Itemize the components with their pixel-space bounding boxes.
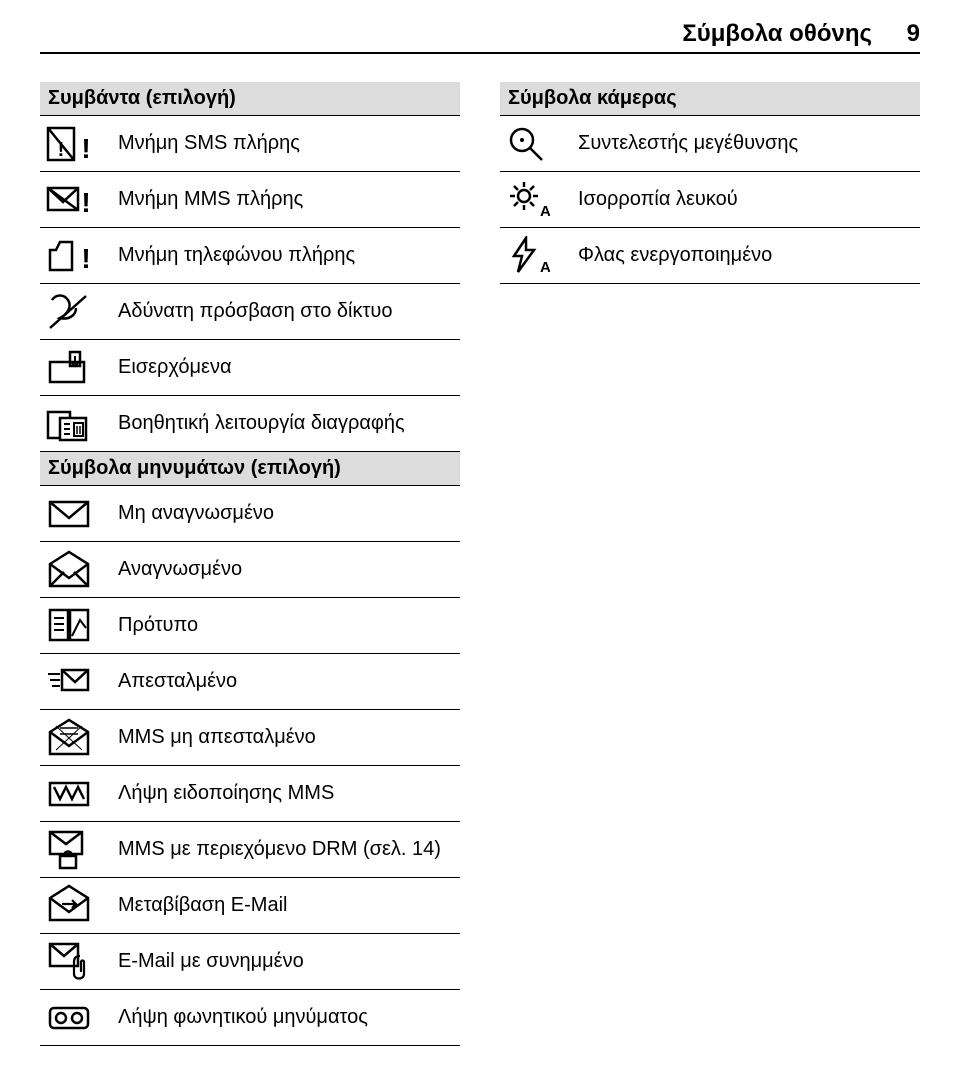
- inbox-icon: [46, 348, 106, 388]
- sent-icon: [46, 664, 106, 700]
- table-row: E-Mail με συνημμένο: [40, 934, 460, 990]
- page-number: 9: [907, 20, 920, 47]
- svg-text:!: !: [81, 133, 90, 164]
- table-row: Λήψη ειδοποίησης MMS: [40, 766, 460, 822]
- row-label: Ισορροπία λευκού: [566, 188, 920, 211]
- row-label: MMS με περιεχόμενο DRM (σελ. 14): [106, 838, 460, 861]
- svg-text:A: A: [540, 203, 550, 220]
- page-header: Σύμβολα οθόνης 9: [40, 20, 920, 54]
- read-icon: [46, 550, 106, 590]
- table-row: Βοηθητική λειτουργία διαγραφής: [40, 396, 460, 452]
- camera-section-header: Σύμβολα κάμερας: [500, 82, 920, 116]
- mms-notify-icon: [46, 777, 106, 811]
- row-label: Μη αναγνωσμένο: [106, 502, 460, 525]
- table-row: ! ! Μνήμη SMS πλήρης: [40, 116, 460, 172]
- svg-text:!: !: [81, 187, 90, 218]
- table-row: Μη αναγνωσμένο: [40, 486, 460, 542]
- svg-text:!: !: [81, 243, 90, 274]
- row-label: Μνήμη MMS πλήρης: [106, 188, 460, 211]
- row-label: Φλας ενεργοποιημένο: [566, 244, 920, 267]
- row-label: E-Mail με συνημμένο: [106, 950, 460, 973]
- row-label: Βοηθητική λειτουργία διαγραφής: [106, 412, 460, 435]
- table-row: Συντελεστής μεγέθυνσης: [500, 116, 920, 172]
- table-row: Πρότυπο: [40, 598, 460, 654]
- svg-text:A: A: [540, 259, 550, 276]
- mms-full-icon: !: [46, 180, 106, 220]
- table-row: Λήψη φωνητικού μηνύματος: [40, 990, 460, 1046]
- row-label: Αδύνατη πρόσβαση στο δίκτυο: [106, 300, 460, 323]
- events-section-header: Συμβάντα (επιλογή): [40, 82, 460, 116]
- row-label: Πρότυπο: [106, 614, 460, 637]
- email-forward-icon: [46, 884, 106, 928]
- white-balance-icon: A: [506, 180, 566, 220]
- table-row: Απεσταλμένο: [40, 654, 460, 710]
- no-network-icon: [46, 290, 106, 334]
- mms-unsent-icon: [46, 718, 106, 758]
- left-column: Συμβάντα (επιλογή) ! ! Μνήμη SMS πλήρης: [40, 82, 460, 1046]
- row-label: Μνήμη τηλεφώνου πλήρης: [106, 244, 460, 267]
- phone-full-icon: !: [46, 236, 106, 276]
- table-row: Αναγνωσμένο: [40, 542, 460, 598]
- row-label: Μνήμη SMS πλήρης: [106, 132, 460, 155]
- table-row: ! Μνήμη τηλεφώνου πλήρης: [40, 228, 460, 284]
- table-row: Αδύνατη πρόσβαση στο δίκτυο: [40, 284, 460, 340]
- table-row: ! Μνήμη MMS πλήρης: [40, 172, 460, 228]
- table-row: Εισερχόμενα: [40, 340, 460, 396]
- row-label: Λήψη φωνητικού μηνύματος: [106, 1006, 460, 1029]
- row-label: Συντελεστής μεγέθυνσης: [566, 132, 920, 155]
- voicemail-icon: [46, 1002, 106, 1034]
- row-label: Αναγνωσμένο: [106, 558, 460, 581]
- flash-on-icon: A: [506, 236, 566, 276]
- table-row: MMS μη απεσταλμένο: [40, 710, 460, 766]
- zoom-icon: [506, 124, 566, 164]
- table-row: A Φλας ενεργοποιημένο: [500, 228, 920, 284]
- page-title: Σύμβολα οθόνης: [682, 20, 872, 47]
- row-label: Απεσταλμένο: [106, 670, 460, 693]
- svg-text:!: !: [58, 139, 65, 161]
- sms-full-icon: ! !: [46, 124, 106, 164]
- row-label: MMS μη απεσταλμένο: [106, 726, 460, 749]
- table-row: Μεταβίβαση E-Mail: [40, 878, 460, 934]
- table-row: MMS με περιεχόμενο DRM (σελ. 14): [40, 822, 460, 878]
- mms-drm-icon: [46, 828, 106, 872]
- row-label: Μεταβίβαση E-Mail: [106, 894, 460, 917]
- messages-section-header: Σύμβολα μηνυμάτων (επιλογή): [40, 452, 460, 486]
- delete-assist-icon: [46, 404, 106, 444]
- template-icon: [46, 606, 106, 646]
- row-label: Λήψη ειδοποίησης MMS: [106, 782, 460, 805]
- email-attach-icon: [46, 940, 106, 984]
- right-column: Σύμβολα κάμερας Συντελεστής μεγέθυνσης: [500, 82, 920, 1046]
- row-label: Εισερχόμενα: [106, 356, 460, 379]
- unread-icon: [46, 496, 106, 532]
- table-row: A Ισορροπία λευκού: [500, 172, 920, 228]
